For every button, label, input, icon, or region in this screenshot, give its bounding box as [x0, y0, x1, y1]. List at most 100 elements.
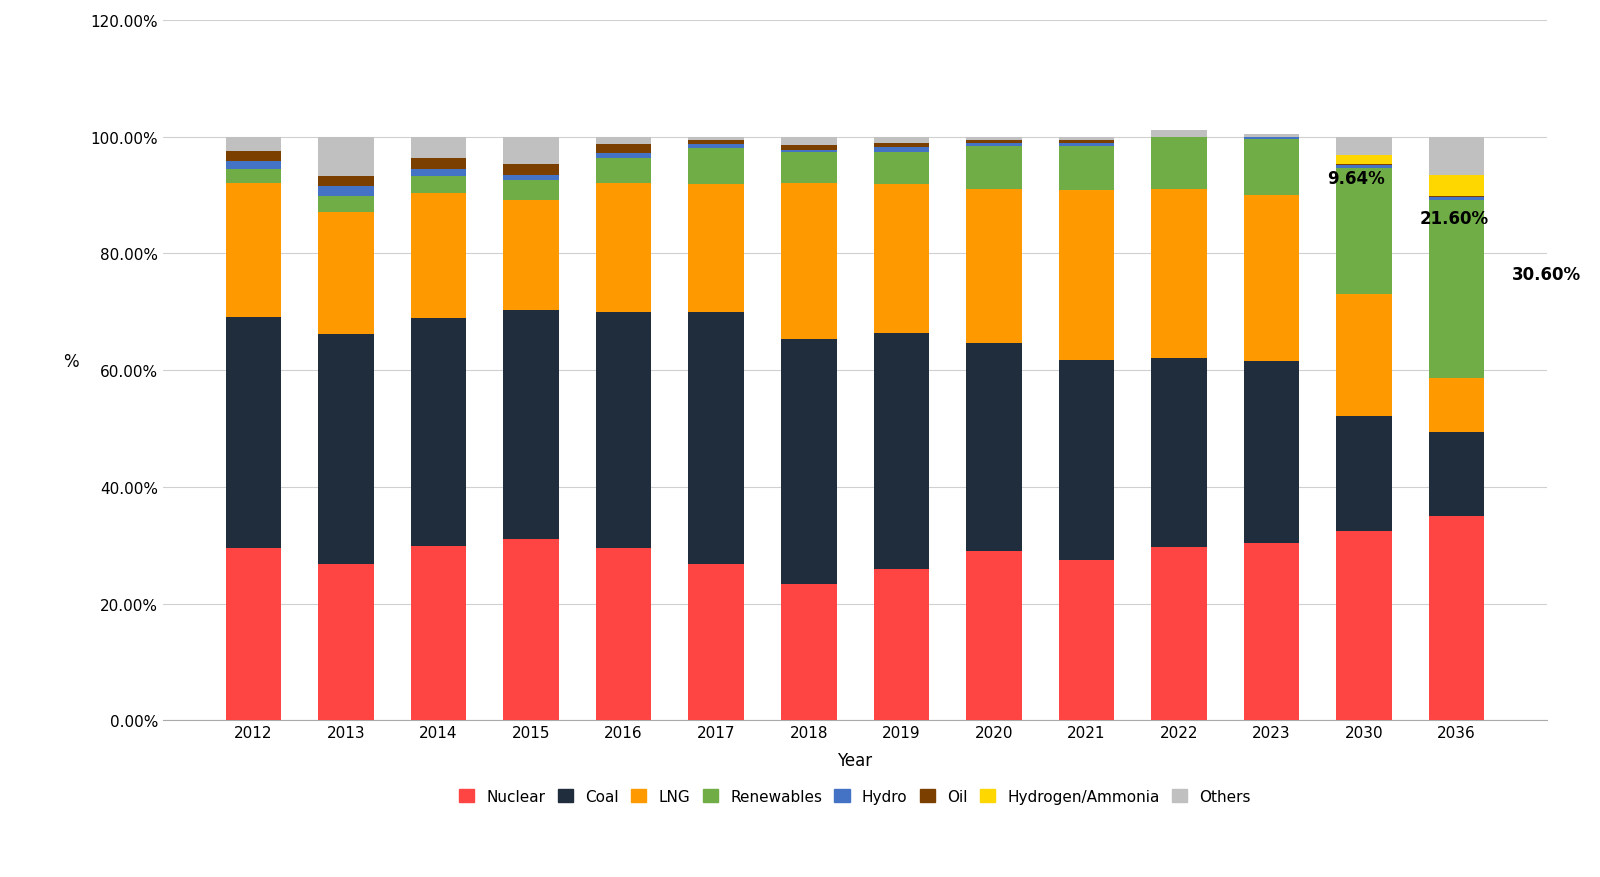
Bar	[1429, 176, 1485, 196]
Bar	[318, 335, 374, 564]
Bar	[1336, 166, 1392, 169]
Bar	[1336, 295, 1392, 417]
Bar	[781, 183, 837, 339]
Bar	[688, 140, 744, 145]
Bar	[411, 138, 466, 159]
Bar	[318, 564, 374, 721]
Bar	[1059, 144, 1114, 146]
Bar	[595, 153, 651, 159]
Bar	[781, 150, 837, 153]
Bar	[504, 539, 558, 721]
Text: 9.64%: 9.64%	[1326, 169, 1386, 188]
Bar	[966, 146, 1022, 190]
Bar	[504, 182, 558, 201]
Bar	[1243, 139, 1299, 196]
Bar	[1059, 190, 1114, 360]
Text: 30.60%: 30.60%	[1512, 266, 1581, 283]
Bar	[1152, 548, 1206, 721]
Bar	[966, 138, 1022, 140]
Bar	[1243, 362, 1299, 543]
Bar	[411, 159, 466, 169]
Bar	[966, 344, 1022, 552]
Bar	[1336, 531, 1392, 721]
Bar	[1336, 156, 1392, 164]
Bar	[688, 185, 744, 313]
Bar	[411, 546, 466, 721]
Bar	[1429, 196, 1485, 198]
Bar	[1429, 198, 1485, 201]
Bar	[1336, 417, 1392, 531]
Bar	[595, 548, 651, 721]
Bar	[1059, 141, 1114, 144]
Bar	[781, 138, 837, 146]
Bar	[318, 176, 374, 187]
Bar	[1152, 136, 1206, 189]
Bar	[1243, 135, 1299, 137]
Bar	[226, 152, 282, 162]
Legend: Nuclear, Coal, LNG, Renewables, Hydro, Oil, Hydrogen/Ammonia, Others: Nuclear, Coal, LNG, Renewables, Hydro, O…	[459, 788, 1251, 804]
Bar	[504, 165, 558, 175]
Bar	[1336, 164, 1392, 166]
Bar	[1152, 189, 1206, 358]
Bar	[874, 143, 930, 148]
Bar	[966, 190, 1022, 344]
Bar	[504, 175, 558, 182]
Y-axis label: %: %	[62, 353, 78, 371]
Bar	[688, 564, 744, 721]
Bar	[226, 548, 282, 721]
Bar	[1429, 201, 1485, 379]
Bar	[1243, 137, 1299, 139]
Bar	[1429, 432, 1485, 517]
Bar	[595, 313, 651, 548]
Bar	[226, 138, 282, 152]
Bar	[1152, 358, 1206, 548]
Bar	[1152, 132, 1206, 138]
Bar	[874, 138, 930, 143]
Bar	[966, 143, 1022, 146]
Bar	[781, 153, 837, 183]
Bar	[226, 169, 282, 184]
Bar	[226, 317, 282, 548]
Bar	[781, 339, 837, 584]
Bar	[1336, 169, 1392, 295]
Bar	[595, 145, 651, 153]
Bar	[595, 184, 651, 313]
Bar	[1429, 379, 1485, 432]
Bar	[1336, 138, 1392, 156]
Bar	[318, 187, 374, 197]
Bar	[1059, 560, 1114, 721]
Bar	[688, 138, 744, 140]
Bar	[1429, 138, 1485, 176]
Bar	[1059, 360, 1114, 560]
Bar	[1429, 517, 1485, 721]
Bar	[1243, 543, 1299, 721]
Bar	[504, 201, 558, 310]
Bar	[1152, 133, 1206, 136]
Bar	[966, 140, 1022, 143]
Bar	[411, 169, 466, 177]
Bar	[874, 334, 930, 569]
Bar	[1059, 138, 1114, 141]
Bar	[874, 148, 930, 153]
Text: 21.60%: 21.60%	[1419, 210, 1488, 228]
Bar	[504, 138, 558, 165]
Bar	[411, 177, 466, 194]
Bar	[595, 138, 651, 145]
Bar	[874, 153, 930, 185]
Bar	[781, 146, 837, 150]
Bar	[1152, 132, 1206, 133]
Bar	[688, 148, 744, 185]
Bar	[966, 552, 1022, 721]
Bar	[318, 197, 374, 213]
Bar	[688, 145, 744, 148]
Bar	[1243, 135, 1299, 138]
Bar	[688, 313, 744, 564]
Bar	[1243, 196, 1299, 362]
Bar	[318, 138, 374, 176]
Bar	[1059, 146, 1114, 190]
Bar	[226, 184, 282, 317]
Bar	[874, 185, 930, 334]
Bar	[318, 213, 374, 335]
Bar	[411, 194, 466, 318]
Bar	[226, 162, 282, 169]
